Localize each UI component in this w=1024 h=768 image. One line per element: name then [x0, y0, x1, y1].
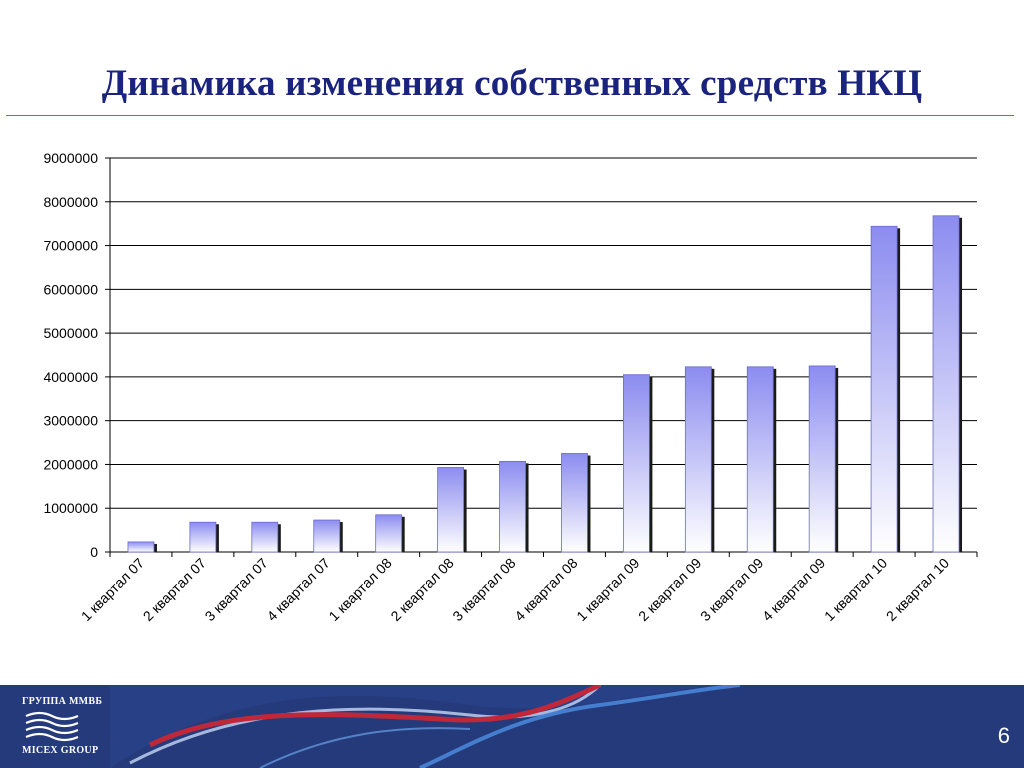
y-tick-label: 1000000 [43, 500, 98, 516]
x-tick-label: 2 квартал 10 [883, 555, 952, 624]
footer-banner: ГРУППА ММВБ MICEX GROUP 6 [0, 685, 1024, 768]
y-tick-labels: 0 1000000 2000000 3000000 4000000 5000000 6000… [43, 150, 98, 560]
x-tick-label: 4 квартал 07 [264, 555, 333, 624]
x-tick-label: 1 квартал 09 [573, 555, 642, 624]
x-tick-label: 1 квартал 07 [78, 555, 147, 624]
y-tick-label: 0 [90, 544, 98, 560]
y-tick-label: 9000000 [43, 150, 98, 166]
logo-top-text: ГРУППА ММВБ [22, 696, 103, 707]
y-tick-label: 7000000 [43, 238, 98, 254]
x-tick-label: 2 квартал 07 [140, 555, 209, 624]
bar [684, 366, 712, 553]
bar-chart: 0 1000000 2000000 3000000 4000000 5000000 6000… [43, 150, 978, 624]
gridlines [110, 157, 977, 509]
bar [746, 366, 774, 553]
logo-bottom-text: MICEX GROUP [22, 745, 99, 756]
bar [932, 215, 960, 553]
bar [251, 521, 279, 553]
y-tick-label: 8000000 [43, 194, 98, 210]
x-tick-label: 3 квартал 08 [449, 555, 518, 624]
x-tick-label: 2 квартал 09 [635, 555, 704, 624]
x-tick-label: 1 квартал 10 [821, 555, 890, 624]
bar [561, 453, 588, 553]
bar [127, 541, 155, 553]
x-tick-label: 3 квартал 09 [697, 555, 766, 624]
bar [499, 460, 526, 553]
micex-logo: ГРУППА ММВБ MICEX GROUP [22, 696, 112, 758]
axes [105, 157, 978, 557]
x-tick-label: 1 квартал 08 [325, 555, 394, 624]
y-tick-label: 2000000 [43, 456, 98, 472]
bar [437, 467, 465, 553]
x-tick-label: 4 квартал 08 [511, 555, 580, 624]
y-tick-label: 5000000 [43, 325, 98, 341]
y-tick-label: 6000000 [43, 281, 98, 297]
logo-emblem-icon [25, 711, 79, 742]
y-tick-label: 3000000 [43, 413, 98, 429]
title-divider [6, 115, 1014, 116]
x-tick-labels: 1 квартал 072 квартал 073 квартал 074 кв… [78, 555, 953, 624]
bars [127, 215, 963, 553]
bar [189, 521, 217, 553]
bar [870, 225, 898, 553]
bar [375, 514, 403, 553]
bar [622, 374, 650, 553]
slide-title: Динамика изменения собственных средств Н… [101, 63, 923, 104]
x-tick-label: 4 квартал 09 [759, 555, 828, 624]
x-tick-label: 2 квартал 08 [387, 555, 456, 624]
wave-decoration [110, 685, 741, 768]
x-tick-label: 3 квартал 07 [202, 555, 271, 624]
page-number: 6 [997, 723, 1010, 748]
bar [808, 365, 836, 553]
y-tick-label: 4000000 [43, 369, 98, 385]
bar [313, 519, 341, 553]
